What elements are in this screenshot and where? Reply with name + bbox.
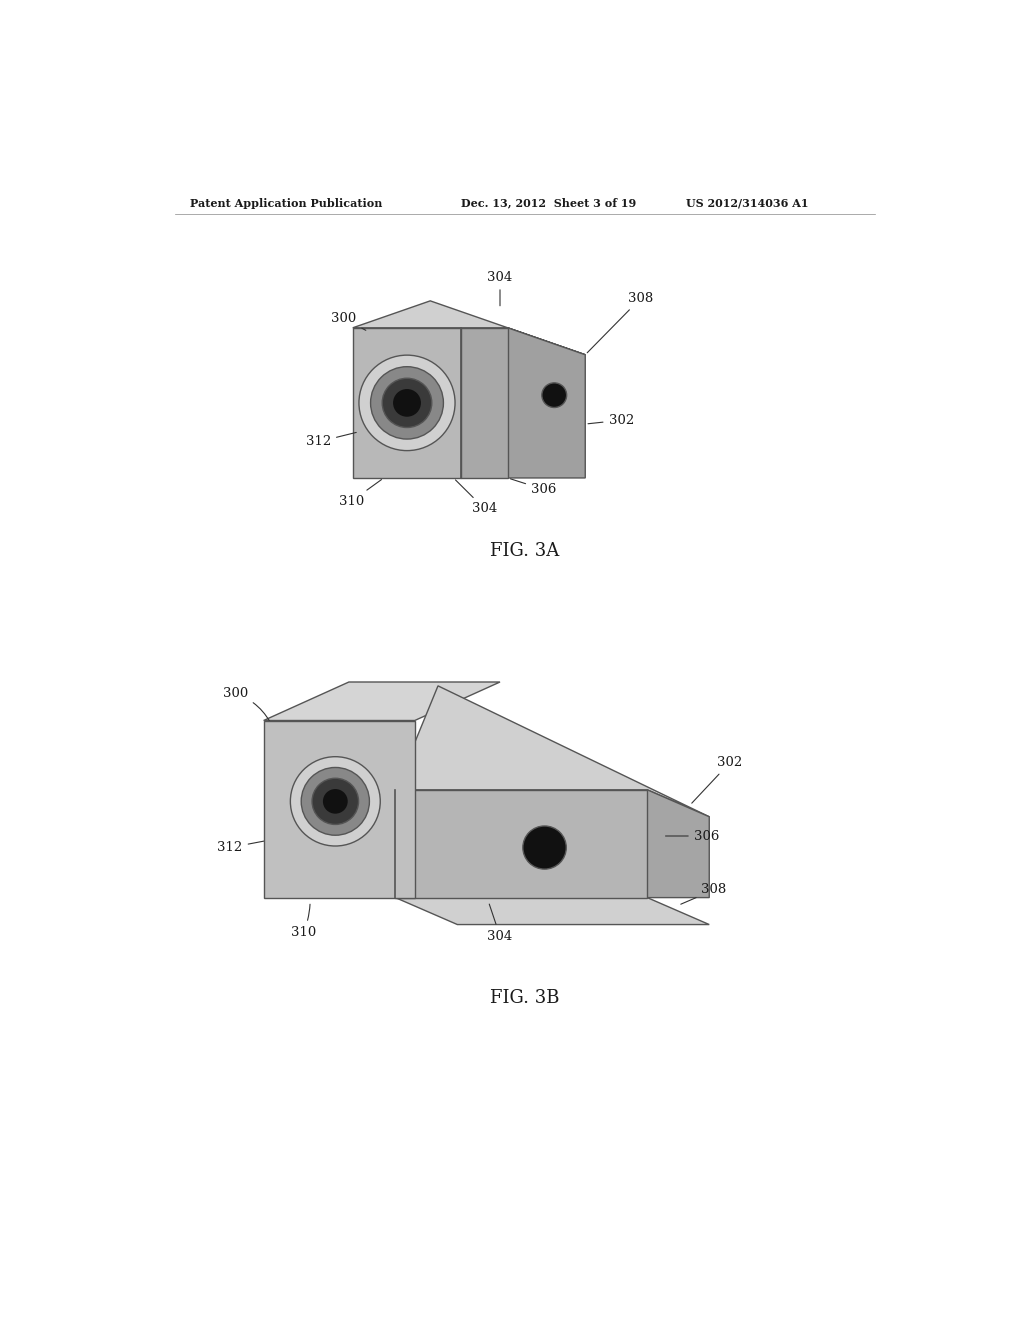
Text: 312: 312 (217, 837, 288, 854)
Polygon shape (395, 789, 647, 898)
Circle shape (301, 767, 370, 836)
Text: Patent Application Publication: Patent Application Publication (190, 198, 382, 209)
Circle shape (312, 779, 358, 825)
Text: FIG. 3A: FIG. 3A (490, 543, 559, 560)
Text: 302: 302 (692, 756, 742, 803)
Polygon shape (508, 327, 586, 478)
Text: 306: 306 (510, 479, 556, 496)
Circle shape (393, 389, 421, 417)
Circle shape (542, 383, 566, 408)
Text: 304: 304 (456, 480, 497, 515)
Circle shape (359, 355, 455, 450)
Circle shape (382, 379, 432, 428)
Text: FIG. 3B: FIG. 3B (490, 989, 559, 1007)
Text: 310: 310 (291, 904, 316, 939)
Polygon shape (461, 327, 508, 478)
Text: 302: 302 (588, 413, 634, 426)
Circle shape (323, 789, 348, 813)
Polygon shape (647, 789, 710, 898)
Text: 304: 304 (487, 904, 513, 942)
Text: Dec. 13, 2012  Sheet 3 of 19: Dec. 13, 2012 Sheet 3 of 19 (461, 198, 637, 209)
Polygon shape (263, 682, 500, 721)
Circle shape (291, 756, 380, 846)
Polygon shape (263, 721, 415, 898)
Text: 300: 300 (223, 686, 270, 722)
Polygon shape (395, 686, 710, 817)
Polygon shape (395, 898, 710, 924)
Text: 304: 304 (487, 271, 513, 306)
Circle shape (371, 367, 443, 440)
Text: 310: 310 (339, 479, 382, 508)
Text: 308: 308 (587, 292, 653, 352)
Text: 300: 300 (332, 312, 366, 330)
Text: US 2012/314036 A1: US 2012/314036 A1 (686, 198, 809, 209)
Circle shape (523, 826, 566, 869)
Text: 308: 308 (681, 883, 727, 904)
Polygon shape (352, 327, 461, 478)
Text: 306: 306 (666, 829, 719, 842)
Polygon shape (352, 301, 586, 355)
Text: 312: 312 (306, 433, 356, 449)
